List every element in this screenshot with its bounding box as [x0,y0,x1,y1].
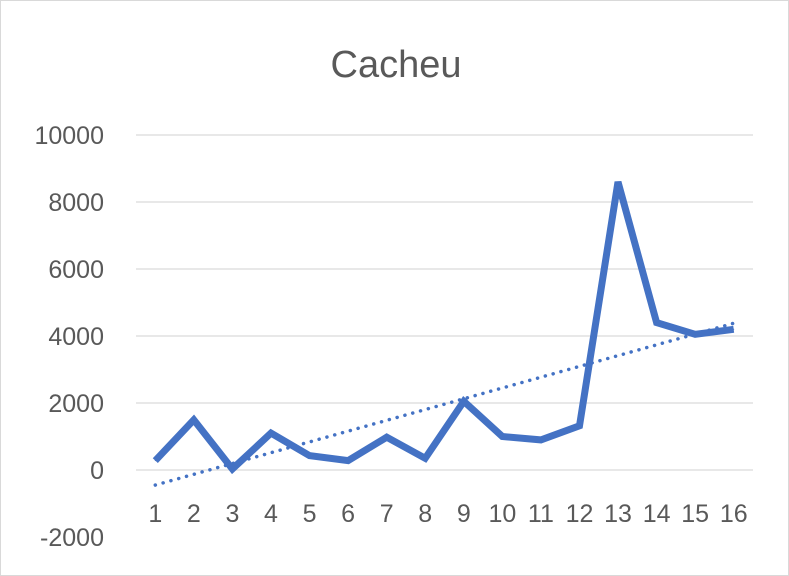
data-point [694,333,696,335]
trendline-layer [153,321,736,487]
data-point [270,432,272,434]
y-tick-label: 2000 [48,390,104,418]
x-tick-label: 4 [264,500,278,528]
x-tick-label: 13 [604,500,632,528]
data-point [501,436,503,437]
data-point [386,436,388,438]
data-point [347,460,349,462]
x-tick-label: 15 [681,500,709,528]
y-tick-label: 8000 [48,189,104,217]
x-tick-label: 2 [187,500,201,528]
x-tick-label: 12 [566,500,594,528]
data-point [309,455,311,457]
x-tick-label: 11 [528,500,554,528]
x-tick-label: 8 [418,500,432,528]
data-point [578,425,580,427]
data-point [733,328,735,330]
data-point [193,419,195,421]
y-tick-label: 4000 [48,323,104,351]
y-tick-label: 6000 [48,256,104,284]
x-tick-label: 9 [457,500,471,528]
series-line [152,180,735,475]
y-tick-label: -2000 [40,524,104,552]
x-tick-label: 6 [341,500,355,528]
chart-title: Cacheu [331,44,462,86]
data-point [463,400,465,402]
x-axis-ticks: 1 2 3 4 5 6 7 8 9 10 11 12 13 14 15 16 [148,500,747,528]
x-tick-label: 7 [380,500,394,528]
x-tick-label: 10 [488,500,516,528]
x-tick-label: 1 [148,500,162,528]
x-tick-label: 5 [303,500,317,528]
x-tick-label: 14 [643,500,671,528]
x-tick-label: 3 [225,500,239,528]
data-point [617,181,619,183]
x-tick-label: 16 [720,500,748,528]
y-tick-label: 0 [90,457,104,485]
data-point [231,468,233,470]
linear-trendline [153,321,736,487]
y-axis-ticks: 10000 8000 6000 4000 2000 0 -2000 [34,122,104,552]
y-tick-label: 10000 [34,122,104,150]
series-layer [152,180,735,475]
data-point [154,460,156,462]
data-point [540,439,542,441]
gridlines [136,134,753,471]
data-point [656,322,658,324]
data-point [424,457,426,459]
